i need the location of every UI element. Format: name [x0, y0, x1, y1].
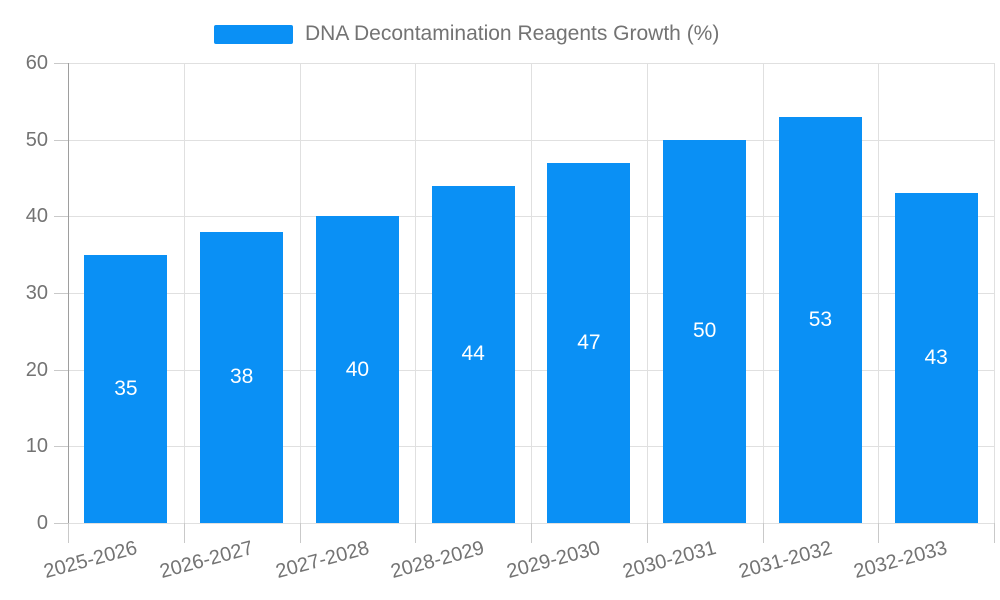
- x-axis-label: 2029-2030: [504, 536, 603, 583]
- bar-value-label: 53: [808, 307, 833, 331]
- legend[interactable]: DNA Decontamination Reagents Growth (%): [214, 22, 719, 46]
- x-axis-tick: [531, 523, 532, 543]
- gridline-vertical: [646, 63, 648, 523]
- y-axis-tick: [54, 63, 68, 64]
- gridline-vertical: [183, 63, 185, 523]
- y-axis-label: 30: [25, 282, 48, 304]
- y-axis-tick: [54, 523, 68, 524]
- y-axis-label: 40: [25, 205, 48, 228]
- bar[interactable]: [547, 163, 630, 523]
- bar[interactable]: [84, 255, 167, 523]
- bar[interactable]: [432, 186, 515, 523]
- bar[interactable]: [663, 140, 746, 523]
- x-axis-tick: [646, 523, 648, 543]
- y-axis-tick: [54, 139, 68, 141]
- x-axis-tick: [68, 523, 69, 543]
- bar[interactable]: [316, 216, 399, 523]
- bar[interactable]: [779, 117, 862, 523]
- gridline-vertical: [299, 63, 301, 523]
- legend-label[interactable]: DNA Decontamination Reagents Growth (%): [305, 22, 720, 45]
- x-axis-label: 2032-2033: [851, 536, 951, 583]
- x-axis-tick: [183, 523, 185, 543]
- x-axis-label: 2025-2026: [41, 536, 140, 583]
- y-axis-line: [68, 63, 69, 523]
- bar-value-label: 38: [229, 365, 254, 389]
- y-axis-tick: [54, 446, 68, 448]
- y-axis-tick: [54, 369, 68, 371]
- legend-swatch[interactable]: [214, 24, 293, 44]
- bar-value-label: 40: [345, 357, 370, 381]
- y-axis-tick: [54, 216, 68, 218]
- y-axis-label: 10: [25, 435, 48, 458]
- gridline-vertical: [415, 63, 417, 523]
- bar-value-label: 50: [692, 319, 717, 343]
- x-axis-tick: [299, 523, 301, 543]
- x-axis-tick: [762, 523, 764, 543]
- y-axis-label: 20: [25, 358, 48, 381]
- gridline-vertical: [762, 63, 764, 523]
- x-axis-tick: [994, 523, 995, 543]
- x-axis-tick: [878, 523, 880, 543]
- y-axis-label: 0: [36, 512, 48, 534]
- bar-value-label: 44: [461, 342, 485, 366]
- bar-value-label: 35: [114, 376, 138, 400]
- x-axis-label: 2031-2032: [736, 536, 835, 583]
- bar-value-label: 47: [577, 330, 601, 354]
- gridline-vertical: [531, 63, 532, 523]
- x-axis-label: 2030-2031: [620, 536, 719, 583]
- x-axis-label: 2026-2027: [157, 536, 256, 583]
- x-axis-tick: [415, 523, 417, 543]
- gridline-vertical: [994, 63, 995, 523]
- gridline-vertical: [878, 63, 880, 523]
- bar[interactable]: [895, 193, 978, 523]
- bar[interactable]: [200, 232, 283, 523]
- bar-value-label: 43: [924, 346, 948, 370]
- y-axis-tick: [54, 293, 68, 294]
- y-axis-label: 50: [25, 128, 48, 151]
- x-axis-label: 2028-2029: [388, 536, 488, 583]
- y-axis-label: 60: [25, 52, 48, 74]
- x-axis-label: 2027-2028: [273, 536, 372, 583]
